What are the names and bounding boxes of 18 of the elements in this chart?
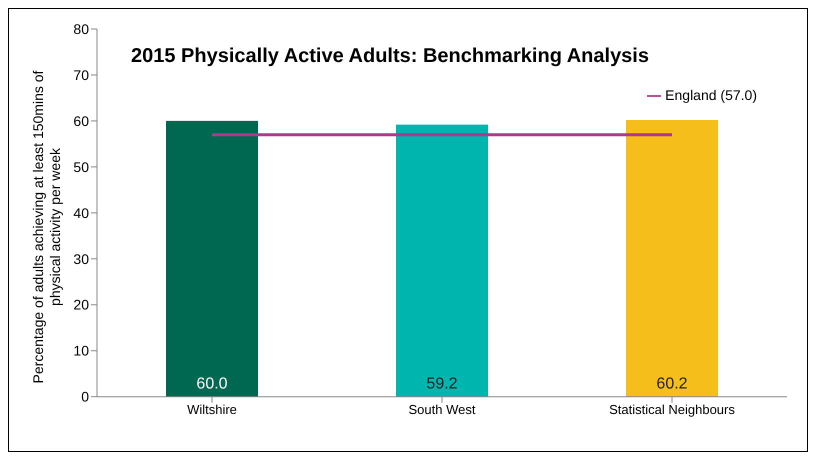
- text: 2015 Physically Active Adults: Benchmarking Analysis: [131, 45, 649, 68]
- y-tick-label: 40: [73, 204, 90, 221]
- y-tick-label: 0: [81, 388, 90, 405]
- x-tick-label: South West: [408, 402, 476, 417]
- y-axis-title: Percentage of adults achieving at least 150mins of physical activity per week: [30, 70, 63, 384]
- y-tick-label: 70: [73, 66, 90, 83]
- legend-label: England (57.0): [665, 87, 757, 103]
- x-tick-label: Statistical Neighbours: [609, 402, 736, 417]
- data-label: 60.0: [196, 376, 228, 393]
- data-label: 59.2: [426, 376, 458, 393]
- y-tick-label: 80: [73, 20, 90, 37]
- y-tick-label: 20: [73, 296, 90, 313]
- data-label: 60.2: [656, 376, 688, 393]
- x-tick-label: Wiltshire: [187, 402, 237, 417]
- y-tick-label: 10: [73, 342, 90, 359]
- y-tick-label: 30: [73, 250, 90, 267]
- y-tick-label: 50: [73, 158, 90, 175]
- y-tick-label: 60: [73, 112, 90, 129]
